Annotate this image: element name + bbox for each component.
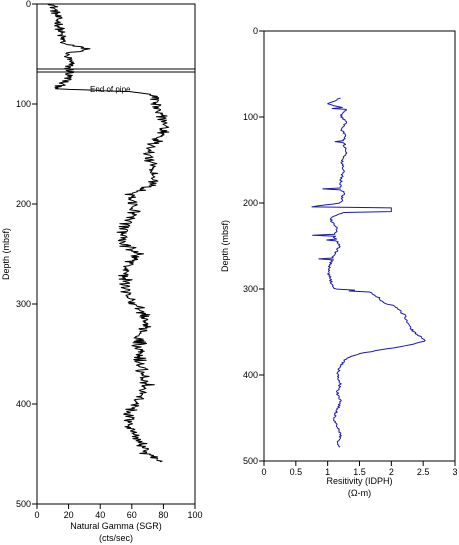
resistivity-series-group [311, 97, 426, 448]
natural-gamma-y-axis-label: Depth (mbsf) [1, 228, 11, 280]
resistivity-x-axis: 0 0.5 1 1.5 2 2.5 3 [261, 461, 458, 477]
y-tick-label: 300 [243, 284, 258, 294]
resistivity-x-axis-label: Resitivity (IDPH) [326, 476, 392, 486]
natural-gamma-x-axis-label: Natural Gamma (SGR) [70, 521, 162, 531]
natural-gamma-series-group [47, 3, 170, 463]
y-tick-label: 500 [243, 456, 258, 466]
x-tick-label: 0 [34, 510, 39, 520]
x-tick-label: 40 [95, 510, 105, 520]
resistivity-y-axis-label: Depth (mbsf) [220, 220, 230, 272]
y-tick-label: 300 [16, 299, 31, 309]
x-tick-label: 80 [158, 510, 168, 520]
y-tick-label: 0 [253, 26, 258, 36]
x-tick-label: 1 [325, 467, 330, 477]
y-tick-label: 200 [243, 198, 258, 208]
series-line [311, 97, 426, 448]
y-tick-label: 100 [243, 112, 258, 122]
natural-gamma-x-axis-unit: (cts/sec) [99, 533, 133, 543]
x-tick-label: 2.5 [417, 467, 430, 477]
x-tick-label: 2 [389, 467, 394, 477]
series-line [47, 3, 170, 463]
resistivity-plot-frame [263, 30, 456, 462]
x-tick-label: 3 [452, 467, 457, 477]
end-of-pipe-label: End of pipe [90, 85, 131, 94]
resistivity-y-axis: 0 100 200 300 400 500 [243, 26, 264, 466]
x-tick-label: 0.5 [290, 467, 303, 477]
y-tick-label: 400 [16, 399, 31, 409]
y-tick-label: 400 [243, 370, 258, 380]
y-tick-label: 500 [16, 499, 31, 509]
x-tick-label: 20 [64, 510, 74, 520]
resistivity-x-axis-unit: (Ω-m) [348, 488, 371, 498]
x-tick-label: 100 [187, 510, 202, 520]
x-tick-label: 0 [261, 467, 266, 477]
natural-gamma-y-axis: 0 100 200 300 400 500 [16, 0, 37, 509]
y-tick-label: 100 [16, 99, 31, 109]
y-tick-label: 200 [16, 199, 31, 209]
x-tick-label: 1.5 [353, 467, 366, 477]
resistivity-panel: 0 100 200 300 400 500 0 0.5 1 1.5 2 2.5 3 Depth (mb… [220, 26, 458, 498]
natural-gamma-panel: 0 100 200 300 400 500 0 20 40 60 80 100 End of pip… [1, 0, 203, 543]
x-tick-label: 60 [127, 510, 137, 520]
natural-gamma-x-axis: 0 20 40 60 80 100 [34, 504, 203, 520]
y-tick-label: 0 [26, 0, 31, 9]
natural-gamma-plot-frame [36, 3, 196, 505]
